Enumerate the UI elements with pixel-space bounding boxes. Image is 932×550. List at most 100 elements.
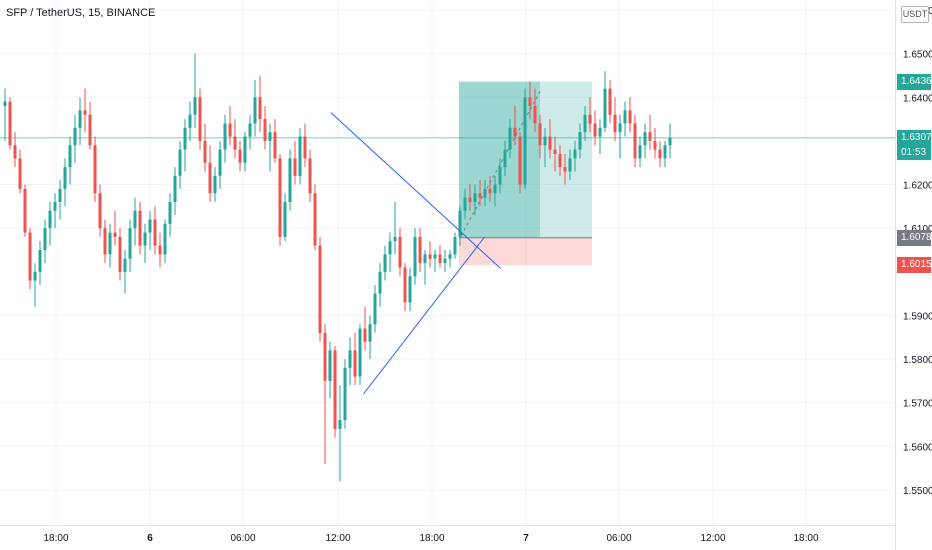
candle-body <box>13 145 17 159</box>
candle-body <box>208 162 212 194</box>
x-tick-label: 12:00 <box>700 533 725 544</box>
candle-body <box>568 158 572 172</box>
candle-body <box>283 202 287 237</box>
candle-body <box>663 145 667 159</box>
candle-body <box>468 197 472 203</box>
y-tick-label: 1.5500 <box>903 486 932 497</box>
candle-body <box>513 127 517 137</box>
y-tick-label: 1.6100 <box>903 224 932 235</box>
trendline-lower[interactable] <box>363 236 486 395</box>
candle-body <box>578 132 582 150</box>
candle-body <box>163 223 167 255</box>
x-tick-label: 18:00 <box>793 533 818 544</box>
x-tick-label: 06:00 <box>230 533 255 544</box>
y-tick-label: 1.5700 <box>903 399 932 410</box>
candle-body <box>88 114 92 146</box>
candle-body <box>293 158 297 176</box>
candle-body <box>423 254 427 264</box>
candle-body <box>203 140 207 163</box>
candle-body <box>493 184 497 194</box>
candle-body <box>558 154 562 168</box>
candle-body <box>428 254 432 259</box>
candle-body <box>488 188 492 194</box>
trendline-upper[interactable] <box>330 112 501 269</box>
candle-body <box>323 332 327 381</box>
candle-body <box>643 132 647 146</box>
candle-body <box>158 245 162 255</box>
x-tick-label: 7 <box>523 533 529 544</box>
candle-body <box>348 350 352 368</box>
candle-body <box>473 193 477 203</box>
candle-body <box>433 254 437 259</box>
candle-body <box>338 420 342 429</box>
candle-body <box>113 232 117 237</box>
candle-body <box>313 193 317 246</box>
candle-body <box>618 123 622 133</box>
candle-body <box>548 136 552 150</box>
y-tick-label: 1.5800 <box>903 355 932 366</box>
price-tag: 1.6436 <box>897 73 932 90</box>
position-profit-zone[interactable] <box>540 81 592 238</box>
candle-body <box>668 137 672 146</box>
candle-body <box>53 202 57 211</box>
price-tag-value: 1.6436 <box>901 75 932 87</box>
candle-body <box>48 210 52 229</box>
candle-body <box>368 324 372 342</box>
candle-body <box>553 149 557 155</box>
candle-body <box>133 210 137 229</box>
candle-body <box>153 219 157 246</box>
candle-body <box>318 245 322 333</box>
candle-body <box>418 236 422 264</box>
symbol-title[interactable]: SFP / TetherUS, 15, BINANCE <box>6 7 156 19</box>
candle-body <box>508 127 512 150</box>
candles <box>3 53 672 482</box>
price-tag: 1.6307 01:53 <box>897 129 932 160</box>
candle-body <box>533 106 537 124</box>
candle-body <box>623 110 627 124</box>
candle-body <box>573 149 577 159</box>
candle-body <box>388 241 392 255</box>
candle-body <box>228 123 232 137</box>
candle-body <box>238 149 242 163</box>
candle-body <box>193 97 197 115</box>
candle-body <box>408 276 412 303</box>
candle-body <box>253 97 257 124</box>
candle-body <box>298 136 302 176</box>
candle-body <box>608 88 612 115</box>
candle-body <box>523 97 527 185</box>
candle-body <box>128 228 132 259</box>
candle-body <box>448 254 452 259</box>
candle-body <box>588 114 592 124</box>
candle-body <box>138 210 142 246</box>
candle-body <box>648 132 652 141</box>
price-tag-value: 1.6015 <box>901 259 932 271</box>
candle-body <box>453 236 457 255</box>
candle-body <box>633 123 637 159</box>
candle-body <box>23 188 27 233</box>
candle-body <box>273 132 277 159</box>
candle-body <box>393 236 397 242</box>
candle-body <box>358 328 362 377</box>
y-tick-label: 1.6200 <box>903 181 932 192</box>
position-stop-zone[interactable] <box>459 237 592 266</box>
candle-body <box>98 193 102 229</box>
candle-body <box>278 158 282 237</box>
candle-body <box>443 258 447 264</box>
candle-body <box>3 101 7 107</box>
y-tick-label: 1.6400 <box>903 93 932 104</box>
candle-body <box>538 123 542 146</box>
candle-body <box>38 250 42 272</box>
candle-body <box>403 267 407 303</box>
currency-button[interactable]: USDT <box>901 6 929 23</box>
drawings[interactable] <box>0 112 895 395</box>
price-tag-countdown: 01:53 <box>901 146 927 158</box>
candle-body <box>103 228 107 255</box>
price-tag: 1.6078 <box>897 229 932 246</box>
candle-body <box>328 350 332 381</box>
candle-body <box>78 110 82 128</box>
price-tag-value: 1.6307 <box>901 131 932 143</box>
grid <box>0 0 895 525</box>
